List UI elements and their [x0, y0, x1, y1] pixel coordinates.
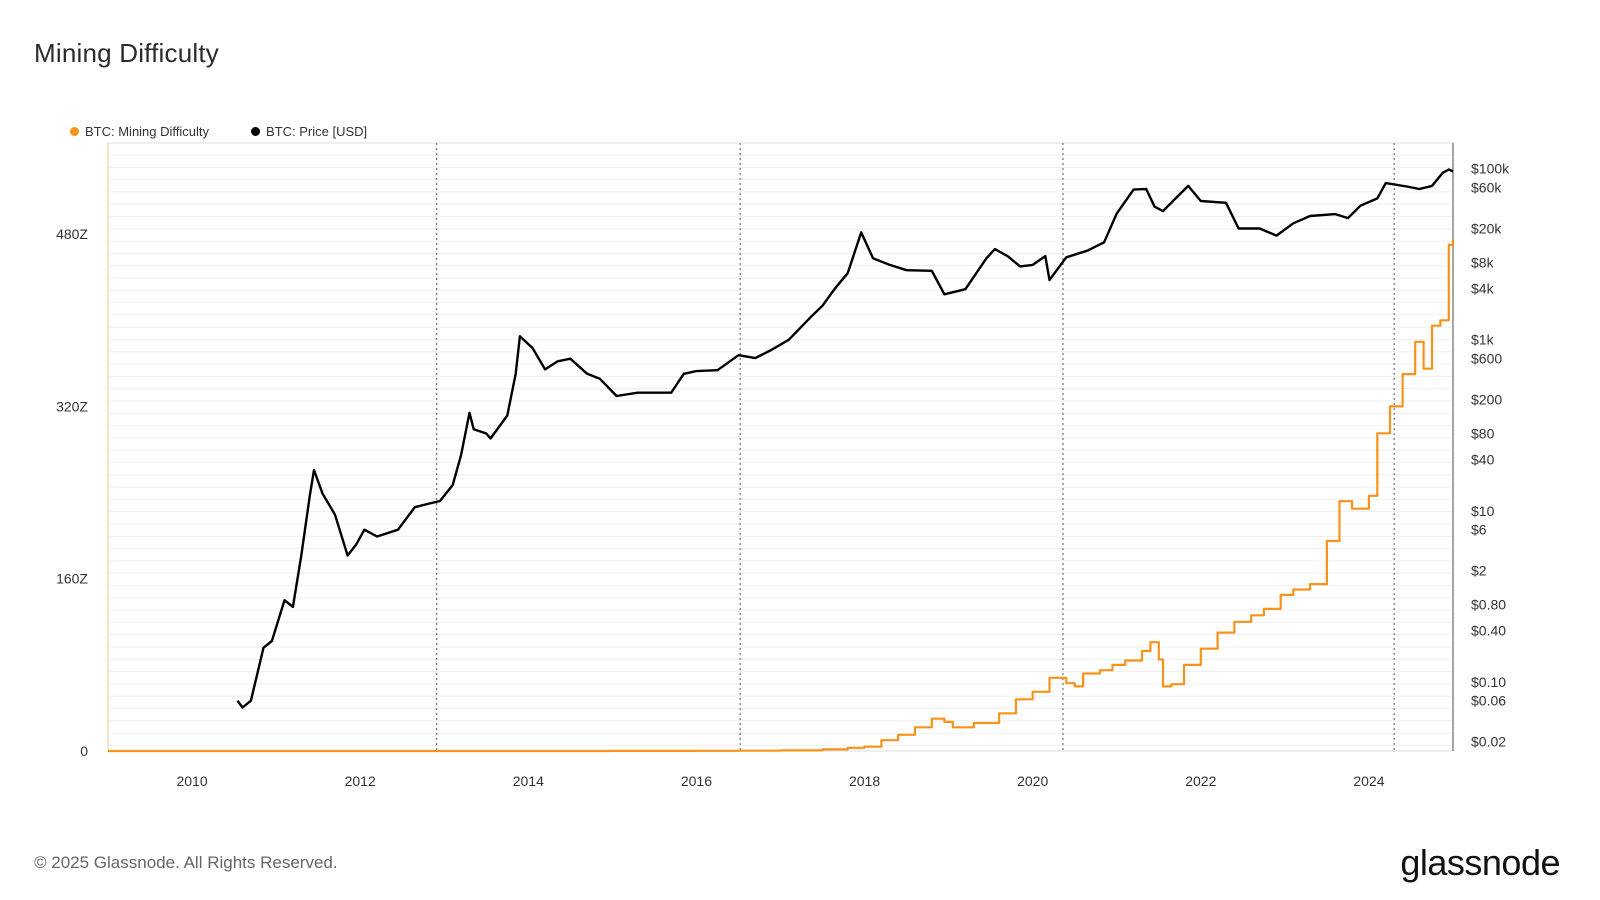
x-tick-label-2012: 2012	[345, 773, 376, 789]
right-tick-label: $0.02	[1471, 734, 1506, 750]
right-tick-label: $80	[1471, 426, 1495, 442]
right-tick-label: $600	[1471, 351, 1502, 367]
legend-item-difficulty[interactable]: BTC: Mining Difficulty	[70, 124, 209, 139]
legend-dot-price	[251, 127, 261, 136]
left-tick-label: 160Z	[56, 571, 88, 587]
right-tick-label: $10	[1471, 503, 1495, 519]
right-tick-label: $1k	[1471, 332, 1495, 348]
x-tick-label-2022: 2022	[1185, 773, 1216, 789]
x-tick-label-2010: 2010	[176, 773, 207, 789]
right-tick-label: $100k	[1471, 161, 1510, 177]
left-tick-label: 480Z	[56, 226, 88, 242]
right-tick-label: $20k	[1471, 221, 1502, 237]
right-tick-label: $0.10	[1471, 674, 1506, 690]
right-tick-label: $0.40	[1471, 622, 1506, 638]
legend-label-price: BTC: Price [USD]	[266, 124, 368, 139]
right-tick-label: $60k	[1471, 180, 1502, 196]
right-tick-label: $0.06	[1471, 693, 1506, 709]
plot-frame	[107, 142, 1454, 752]
glassnode-logo: glassnode	[1400, 842, 1560, 883]
difficulty-series-line	[108, 239, 1455, 753]
legend-dot-difficulty	[70, 127, 79, 136]
right-tick-label: $0.80	[1471, 597, 1506, 613]
right-tick-label: $8k	[1471, 255, 1495, 271]
legend: BTC: Mining Difficulty BTC: Price [USD]	[70, 124, 367, 139]
left-tick-label: 0	[80, 743, 88, 759]
right-tick-label: $200	[1471, 392, 1502, 408]
x-tick-label-2018: 2018	[849, 773, 880, 789]
right-tick-label: $40	[1471, 451, 1495, 467]
chart-title: Mining Difficulty	[34, 38, 219, 68]
right-tick-label: $4k	[1471, 280, 1495, 296]
x-tick-label-2016: 2016	[681, 773, 712, 789]
legend-item-price[interactable]: BTC: Price [USD]	[251, 124, 367, 139]
left-tick-label: 320Z	[56, 398, 88, 414]
x-tick-label-2020: 2020	[1017, 773, 1048, 789]
legend-label-difficulty: BTC: Mining Difficulty	[85, 124, 210, 139]
x-tick-label-2024: 2024	[1353, 773, 1384, 789]
right-tick-label: $2	[1471, 563, 1487, 579]
right-tick-label: $6	[1471, 522, 1487, 538]
price-series-line	[236, 168, 1454, 709]
copyright-text: © 2025 Glassnode. All Rights Reserved.	[34, 853, 338, 872]
x-tick-label-2014: 2014	[513, 773, 544, 789]
